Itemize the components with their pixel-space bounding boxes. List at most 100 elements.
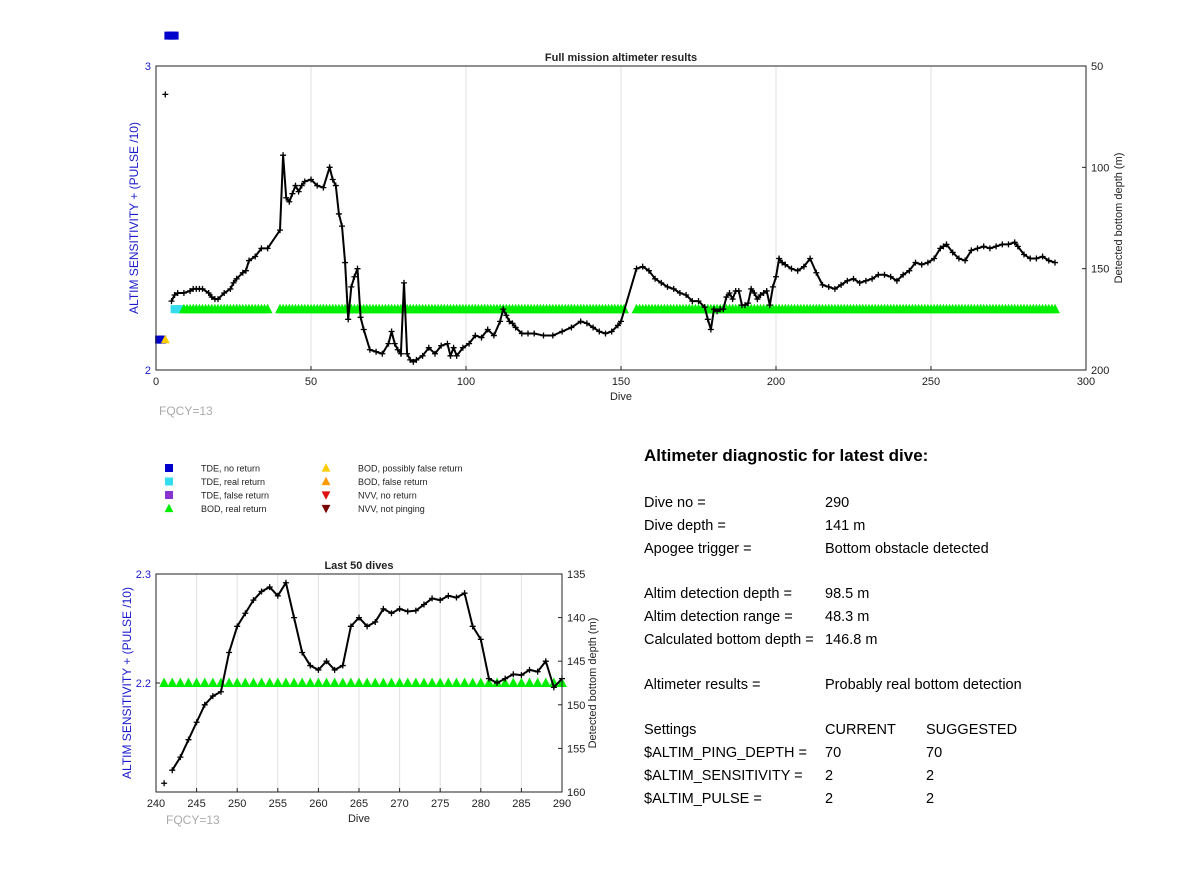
- legend-marker: [165, 491, 173, 499]
- depth-point: [1039, 253, 1046, 260]
- depth-point: [461, 590, 468, 597]
- depth-point: [652, 275, 659, 282]
- depth-point: [751, 289, 758, 296]
- data-point: [459, 677, 470, 688]
- detection-range-label: Altim detection range =: [644, 609, 793, 625]
- depth-point: [512, 324, 519, 331]
- depth-point: [233, 275, 240, 282]
- x-tick-label: 280: [472, 798, 490, 810]
- legend-label: TDE, false return: [201, 491, 269, 501]
- depth-point: [633, 265, 640, 272]
- x-tick-label: 290: [553, 798, 571, 810]
- data-point: [232, 677, 243, 688]
- depth-point: [993, 243, 1000, 250]
- legend-label: BOD, possibly false return: [358, 464, 463, 474]
- depth-point: [735, 287, 742, 294]
- data-point: [170, 31, 179, 40]
- y-axis-label: ALTIM SENSITIVITY + (PULSE /10): [120, 587, 134, 779]
- depth-point: [472, 332, 479, 339]
- x-tick-label: 50: [305, 376, 317, 388]
- depth-point: [429, 595, 436, 602]
- x-tick-label: 275: [431, 798, 449, 810]
- depth-point: [788, 265, 795, 272]
- x-tick-label: 100: [457, 376, 475, 388]
- depth-point: [445, 592, 452, 599]
- full-mission-chart: 0 50 100 150 200 250 300 2 3 50 100 150 200 Full miss…: [127, 31, 1125, 418]
- data-point: [262, 303, 273, 314]
- depth-point: [525, 330, 531, 337]
- depth-point: [413, 356, 420, 363]
- data-point: [394, 677, 405, 688]
- data-point: [524, 677, 535, 688]
- depth-point: [307, 662, 314, 669]
- last-50-dives-chart: 240 245 250 255 260 265 270 275 280 285 290 2.2 2.3 1…: [120, 560, 599, 827]
- results-row: Altimeter results = Probably real bottom…: [644, 674, 1164, 697]
- apogee-value: Bottom obstacle detected: [825, 541, 989, 557]
- data-point: [224, 677, 235, 688]
- y-right-tick-label: 50: [1091, 61, 1103, 73]
- depth-point: [230, 279, 237, 286]
- depth-point: [484, 326, 491, 333]
- depth-point: [215, 296, 221, 303]
- depth-point: [385, 340, 392, 347]
- depth-point: [760, 289, 767, 296]
- data-point: [410, 677, 421, 688]
- depth-point: [549, 332, 556, 339]
- depth-point: [540, 332, 547, 339]
- y-right-tick-label: 200: [1091, 365, 1109, 377]
- depth-point: [707, 326, 714, 333]
- chart-title: Last 50 dives: [324, 560, 393, 572]
- depth-point: [968, 247, 975, 254]
- depth-point: [590, 324, 597, 331]
- data-point: [313, 677, 324, 688]
- data-point: [386, 677, 397, 688]
- y-tick-label: 2.3: [136, 569, 151, 581]
- detection-depth-value: 98.5 m: [825, 586, 870, 602]
- data-point: [435, 677, 446, 688]
- depth-point: [401, 279, 407, 286]
- data-point: [1050, 303, 1060, 314]
- x-tick-label: 270: [390, 798, 408, 810]
- depth-point: [314, 182, 321, 189]
- depth-point: [410, 358, 417, 365]
- detection-depth-row: Altim detection depth = 98.5 m: [644, 583, 1164, 606]
- data-point: [337, 677, 348, 688]
- depth-point: [264, 245, 271, 252]
- depth-point: [645, 267, 652, 274]
- depth-point: [711, 306, 717, 313]
- depth-point: [335, 210, 342, 217]
- y-right-axis-label: Detected bottom depth (m): [587, 618, 599, 749]
- depth-point: [887, 273, 894, 280]
- depth-point: [577, 318, 584, 325]
- legend-marker: [165, 464, 173, 472]
- depth-point: [301, 178, 308, 185]
- dive-no-label: Dive no =: [644, 495, 706, 511]
- depth-point: [242, 610, 249, 617]
- depth-point: [354, 265, 361, 272]
- results-value: Probably real bottom detection: [825, 677, 1022, 693]
- depth-point: [534, 668, 541, 675]
- depth-point: [246, 257, 252, 264]
- pulse-row: $ALTIM_PULSE = 2 2: [644, 788, 1164, 811]
- legend-label: BOD, false return: [358, 477, 428, 487]
- depth-point: [782, 261, 789, 268]
- y-right-tick-label: 100: [1091, 162, 1109, 174]
- sensitivity-label: $ALTIM_SENSITIVITY =: [644, 768, 803, 784]
- depth-point: [357, 314, 364, 321]
- depth-point: [918, 261, 925, 268]
- data-point: [240, 677, 251, 688]
- depth-point: [394, 346, 401, 353]
- data-point: [207, 677, 218, 688]
- depth-point: [258, 588, 265, 595]
- y-axis-label: ALTIM SENSITIVITY + (PULSE /10): [127, 122, 141, 314]
- data-point: [199, 677, 210, 688]
- depth-point: [351, 273, 358, 280]
- depth-point: [1011, 239, 1018, 246]
- depth-point: [509, 320, 516, 327]
- depth-point: [502, 675, 509, 682]
- data-point: [354, 677, 364, 688]
- depth-point: [695, 298, 702, 305]
- depth-point: [227, 285, 234, 292]
- calculated-depth-row: Calculated bottom depth = 146.8 m: [644, 629, 1164, 652]
- legend-marker: [321, 463, 331, 472]
